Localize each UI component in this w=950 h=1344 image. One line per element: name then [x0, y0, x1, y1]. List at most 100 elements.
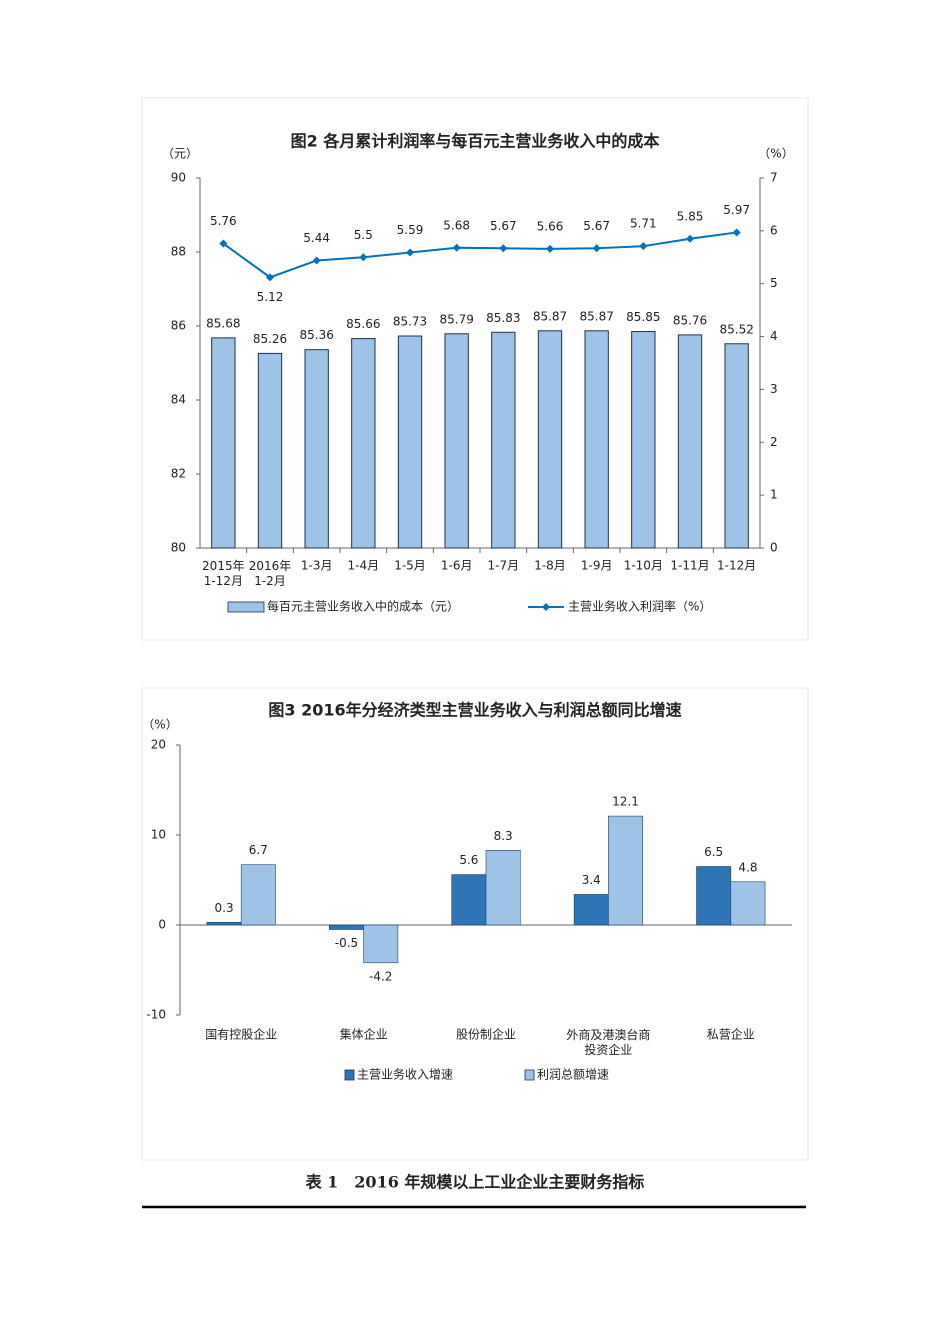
- bar: [257, 352, 283, 549]
- data-label: 5.76: [210, 214, 237, 228]
- bar: [485, 849, 521, 926]
- data-label: 5.44: [303, 231, 330, 245]
- x-tick-label: 1-7月: [488, 559, 520, 573]
- y-unit: （%）: [142, 718, 177, 732]
- data-label: 5.97: [723, 203, 750, 217]
- bar: [696, 866, 732, 926]
- bar: [724, 343, 749, 549]
- data-label: 5.71: [630, 217, 657, 231]
- data-label: 5.6: [459, 853, 478, 867]
- data-label: 5.59: [397, 223, 424, 237]
- y2-tick-label: 5: [770, 276, 778, 290]
- legend-label: 主营业务收入增速: [357, 1067, 453, 1082]
- x-tick-label: 1-5月: [394, 559, 426, 573]
- x-tick-label: 1-9月: [581, 559, 613, 573]
- point: [546, 244, 554, 253]
- data-label: 12.1: [612, 795, 639, 809]
- point: [499, 244, 508, 253]
- data-label: 5.68: [443, 218, 470, 232]
- legend-swatch: [344, 1069, 355, 1081]
- y-tick-label: 80: [171, 541, 186, 555]
- point: [219, 239, 228, 248]
- data-label: -4.2: [369, 969, 392, 983]
- point: [406, 248, 414, 257]
- point: [312, 256, 321, 265]
- x-tick-label: 2016年 1-2月: [249, 559, 292, 588]
- data-label: 85.85: [626, 310, 660, 324]
- bar: [608, 815, 643, 926]
- point: [266, 273, 274, 282]
- line: [222, 231, 737, 279]
- legend-label: 利润总额增速: [537, 1068, 609, 1082]
- data-label: 85.52: [719, 322, 753, 336]
- legend-label: 每百元主营业务收入中的成本（元）: [267, 599, 459, 614]
- x-tick-label: 股份制企业: [456, 1027, 516, 1042]
- y2-tick-label: 6: [770, 223, 778, 237]
- data-label: 3.4: [582, 873, 601, 887]
- data-label: 0.3: [215, 901, 234, 915]
- y2-tick-label: 0: [770, 541, 778, 555]
- data-label: 5.66: [537, 219, 564, 233]
- y-tick-label: 20: [151, 738, 166, 752]
- data-label: 85.76: [673, 313, 707, 327]
- data-label: 8.3: [494, 829, 513, 843]
- bar: [304, 349, 329, 549]
- bar: [584, 330, 609, 549]
- y2-tick-label: 4: [770, 329, 778, 343]
- y-tick-label: -10: [146, 1008, 166, 1022]
- y2-tick-label: 3: [770, 382, 778, 396]
- y-tick-label: 86: [171, 319, 186, 333]
- bar: [537, 330, 563, 549]
- bar: [329, 924, 364, 930]
- data-label: 85.66: [346, 317, 380, 331]
- data-label: 5.67: [583, 219, 610, 233]
- data-label: -0.5: [335, 936, 358, 950]
- data-label: 85.79: [439, 312, 473, 326]
- x-tick-label: 国有控股企业: [205, 1027, 277, 1042]
- data-label: 85.83: [486, 311, 520, 325]
- data-label: 85.87: [533, 309, 567, 323]
- data-label: 6.5: [704, 845, 723, 859]
- point: [732, 228, 741, 237]
- chart-title: 图3 2016年分经济类型主营业务收入与利润总额同比增速: [268, 701, 681, 720]
- x-tick-label: 1-12月: [717, 559, 756, 573]
- point: [592, 244, 601, 253]
- point: [686, 234, 694, 243]
- chart-frame: [141, 687, 809, 1161]
- legend-label: 主营业务收入利润率（%）: [568, 599, 711, 614]
- point: [359, 253, 368, 262]
- y2-tick-label: 7: [770, 171, 778, 185]
- legend-swatch: [524, 1069, 535, 1081]
- x-tick-label: 1-3月: [301, 559, 333, 573]
- x-tick-label: 1-10月: [624, 559, 663, 573]
- bar: [206, 921, 242, 926]
- data-label: 85.26: [253, 332, 287, 346]
- data-label: 85.36: [299, 328, 333, 342]
- point: [452, 243, 461, 252]
- y-tick-label: 84: [171, 393, 186, 407]
- x-tick-label: 1-6月: [441, 559, 473, 573]
- bar: [451, 874, 487, 926]
- data-label: 85.87: [579, 309, 613, 323]
- data-label: 5.12: [257, 290, 284, 304]
- y2-tick-label: 2: [770, 435, 778, 449]
- y-unit: （元）: [162, 147, 198, 161]
- chart-frame: [141, 97, 809, 641]
- bar: [491, 331, 516, 549]
- data-label: 5.67: [490, 219, 517, 233]
- y-tick-label: 82: [171, 467, 186, 481]
- data-label: 4.8: [738, 860, 757, 874]
- bar: [397, 335, 423, 549]
- legend-swatch: [542, 603, 550, 611]
- data-label: 85.68: [206, 316, 240, 330]
- x-tick-label: 外商及港澳台商投资企业: [566, 1027, 650, 1057]
- bar: [351, 338, 376, 549]
- data-label: 85.73: [393, 314, 427, 328]
- y-tick-label: 0: [158, 918, 166, 932]
- x-tick-label: 2015年 1-12月: [202, 559, 245, 588]
- y-tick-label: 10: [151, 828, 166, 842]
- data-label: 5.85: [677, 209, 704, 223]
- x-tick-label: 1-11月: [670, 559, 709, 573]
